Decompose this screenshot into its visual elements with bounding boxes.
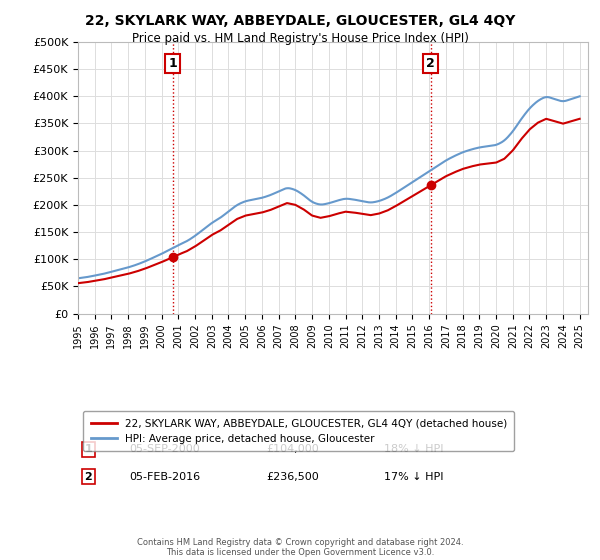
Text: 2: 2 [85, 472, 92, 482]
Text: Contains HM Land Registry data © Crown copyright and database right 2024.
This d: Contains HM Land Registry data © Crown c… [137, 538, 463, 557]
Legend: 22, SKYLARK WAY, ABBEYDALE, GLOUCESTER, GL4 4QY (detached house), HPI: Average p: 22, SKYLARK WAY, ABBEYDALE, GLOUCESTER, … [83, 411, 514, 451]
Text: 1: 1 [85, 445, 92, 454]
Text: £236,500: £236,500 [266, 472, 319, 482]
Text: 17% ↓ HPI: 17% ↓ HPI [384, 472, 443, 482]
Text: 05-FEB-2016: 05-FEB-2016 [129, 472, 200, 482]
Text: Price paid vs. HM Land Registry's House Price Index (HPI): Price paid vs. HM Land Registry's House … [131, 32, 469, 45]
Text: 1: 1 [169, 57, 177, 70]
Text: 18% ↓ HPI: 18% ↓ HPI [384, 445, 443, 454]
Text: 2: 2 [426, 57, 435, 70]
Text: 05-SEP-2000: 05-SEP-2000 [129, 445, 200, 454]
Text: £104,000: £104,000 [266, 445, 319, 454]
Text: 22, SKYLARK WAY, ABBEYDALE, GLOUCESTER, GL4 4QY: 22, SKYLARK WAY, ABBEYDALE, GLOUCESTER, … [85, 14, 515, 28]
